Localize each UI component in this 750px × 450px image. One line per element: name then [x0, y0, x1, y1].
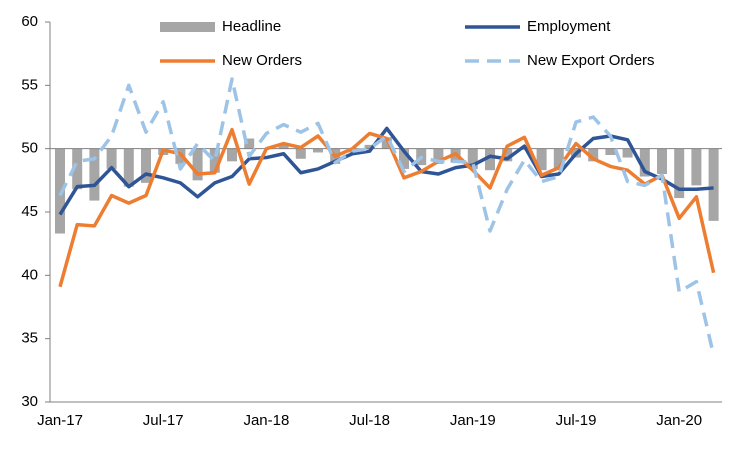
x-tick-label: Jan-19	[450, 412, 496, 429]
y-tick-label: 35	[21, 330, 38, 347]
bar	[433, 148, 444, 164]
bar	[123, 148, 134, 187]
bar	[691, 148, 702, 186]
bar	[192, 148, 203, 181]
x-tick-label: Jul-18	[349, 412, 390, 429]
legend-label: New Export Orders	[527, 52, 655, 69]
bar	[381, 137, 392, 149]
bar	[588, 148, 599, 162]
bar	[313, 148, 323, 153]
x-tick-label: Jan-17	[37, 412, 83, 429]
bar	[657, 148, 667, 174]
bar	[278, 144, 289, 149]
bar	[364, 144, 375, 149]
series-line	[58, 77, 716, 356]
y-tick-label: 60	[21, 13, 38, 30]
bar	[55, 148, 65, 234]
bar	[399, 148, 409, 169]
bar	[674, 148, 685, 199]
bar	[502, 148, 513, 162]
bar	[467, 148, 478, 169]
bar	[536, 148, 547, 171]
x-tick-label: Jan-20	[656, 412, 702, 429]
series-line	[58, 127, 716, 288]
bar	[553, 148, 564, 171]
y-tick-label: 40	[21, 266, 38, 283]
bar	[106, 148, 117, 169]
legend-swatch	[160, 22, 215, 32]
bar	[72, 148, 83, 190]
x-tick-label: Jul-19	[556, 412, 597, 429]
x-tick-label: Jan-18	[243, 412, 289, 429]
bar	[622, 148, 633, 158]
legend-label: Employment	[527, 18, 611, 35]
legend-label: Headline	[222, 18, 281, 35]
bar	[295, 148, 306, 159]
bar	[708, 148, 719, 221]
y-tick-label: 55	[21, 76, 38, 93]
y-tick-label: 30	[21, 393, 38, 410]
bar	[141, 148, 151, 183]
bar	[639, 148, 650, 177]
bar	[89, 148, 100, 201]
y-tick-label: 45	[21, 203, 38, 220]
bar	[227, 148, 237, 162]
bar	[485, 148, 495, 171]
x-tick-label: Jul-17	[143, 412, 184, 429]
bar	[605, 148, 616, 155]
bar	[244, 138, 255, 149]
bar	[209, 148, 220, 173]
series-line	[58, 126, 714, 216]
legend-label: New Orders	[222, 52, 302, 69]
y-tick-label: 50	[21, 140, 38, 157]
